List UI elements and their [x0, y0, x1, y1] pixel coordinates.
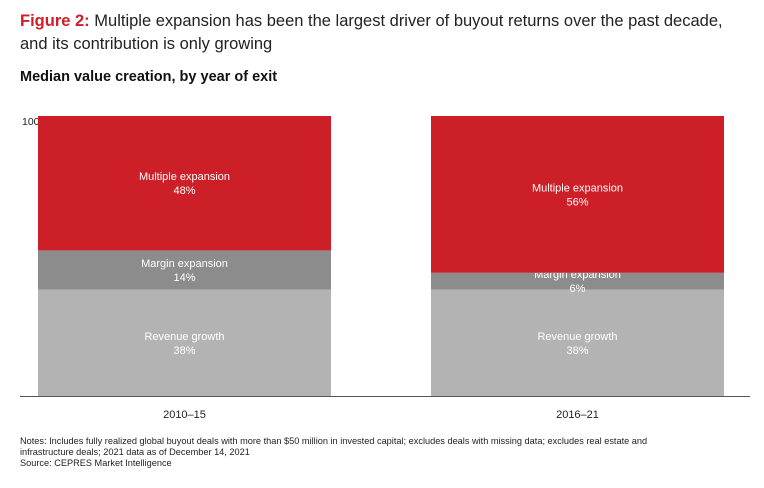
segment-series-label: Multiple expansion	[139, 171, 230, 183]
segment-value-label: 56%	[566, 196, 588, 208]
notes-line: Notes: Includes fully realized global bu…	[20, 436, 648, 446]
segment-value-label: 38%	[566, 345, 588, 357]
notes-block: Notes: Includes fully realized global bu…	[20, 436, 740, 469]
segment-series-label: Revenue growth	[144, 331, 224, 343]
bar-segment-margin-expansion	[431, 272, 724, 290]
segment-series-label: Multiple expansion	[532, 182, 623, 194]
bar-segment-revenue-growth	[431, 289, 724, 396]
segment-series-label: Revenue growth	[537, 331, 617, 343]
figure-title-text: Multiple expansion has been the largest …	[20, 12, 723, 53]
figure-label: Figure 2:	[20, 12, 90, 30]
segment-value-label: 14%	[173, 272, 195, 284]
source-line: Source: CEPRES Market Intelligence	[20, 458, 172, 468]
chart-subtitle: Median value creation, by year of exit	[20, 69, 278, 85]
bar-segment-margin-expansion	[38, 250, 331, 290]
figure-title: Figure 2: Multiple expansion has been th…	[20, 10, 750, 56]
x-tick-label: 2016–21	[556, 409, 599, 421]
segment-value-label: 6%	[570, 283, 586, 295]
segment-value-label: 48%	[173, 185, 195, 197]
segment-value-label: 38%	[173, 345, 195, 357]
notes-line: infrastructure deals; 2021 data as of De…	[20, 447, 250, 457]
bar-segment-multiple-expansion	[431, 116, 724, 273]
bar-segment-revenue-growth	[38, 289, 331, 396]
bar-segment-multiple-expansion	[38, 116, 331, 251]
x-tick-label: 2010–15	[163, 409, 206, 421]
segment-series-label: Margin expansion	[141, 258, 228, 270]
